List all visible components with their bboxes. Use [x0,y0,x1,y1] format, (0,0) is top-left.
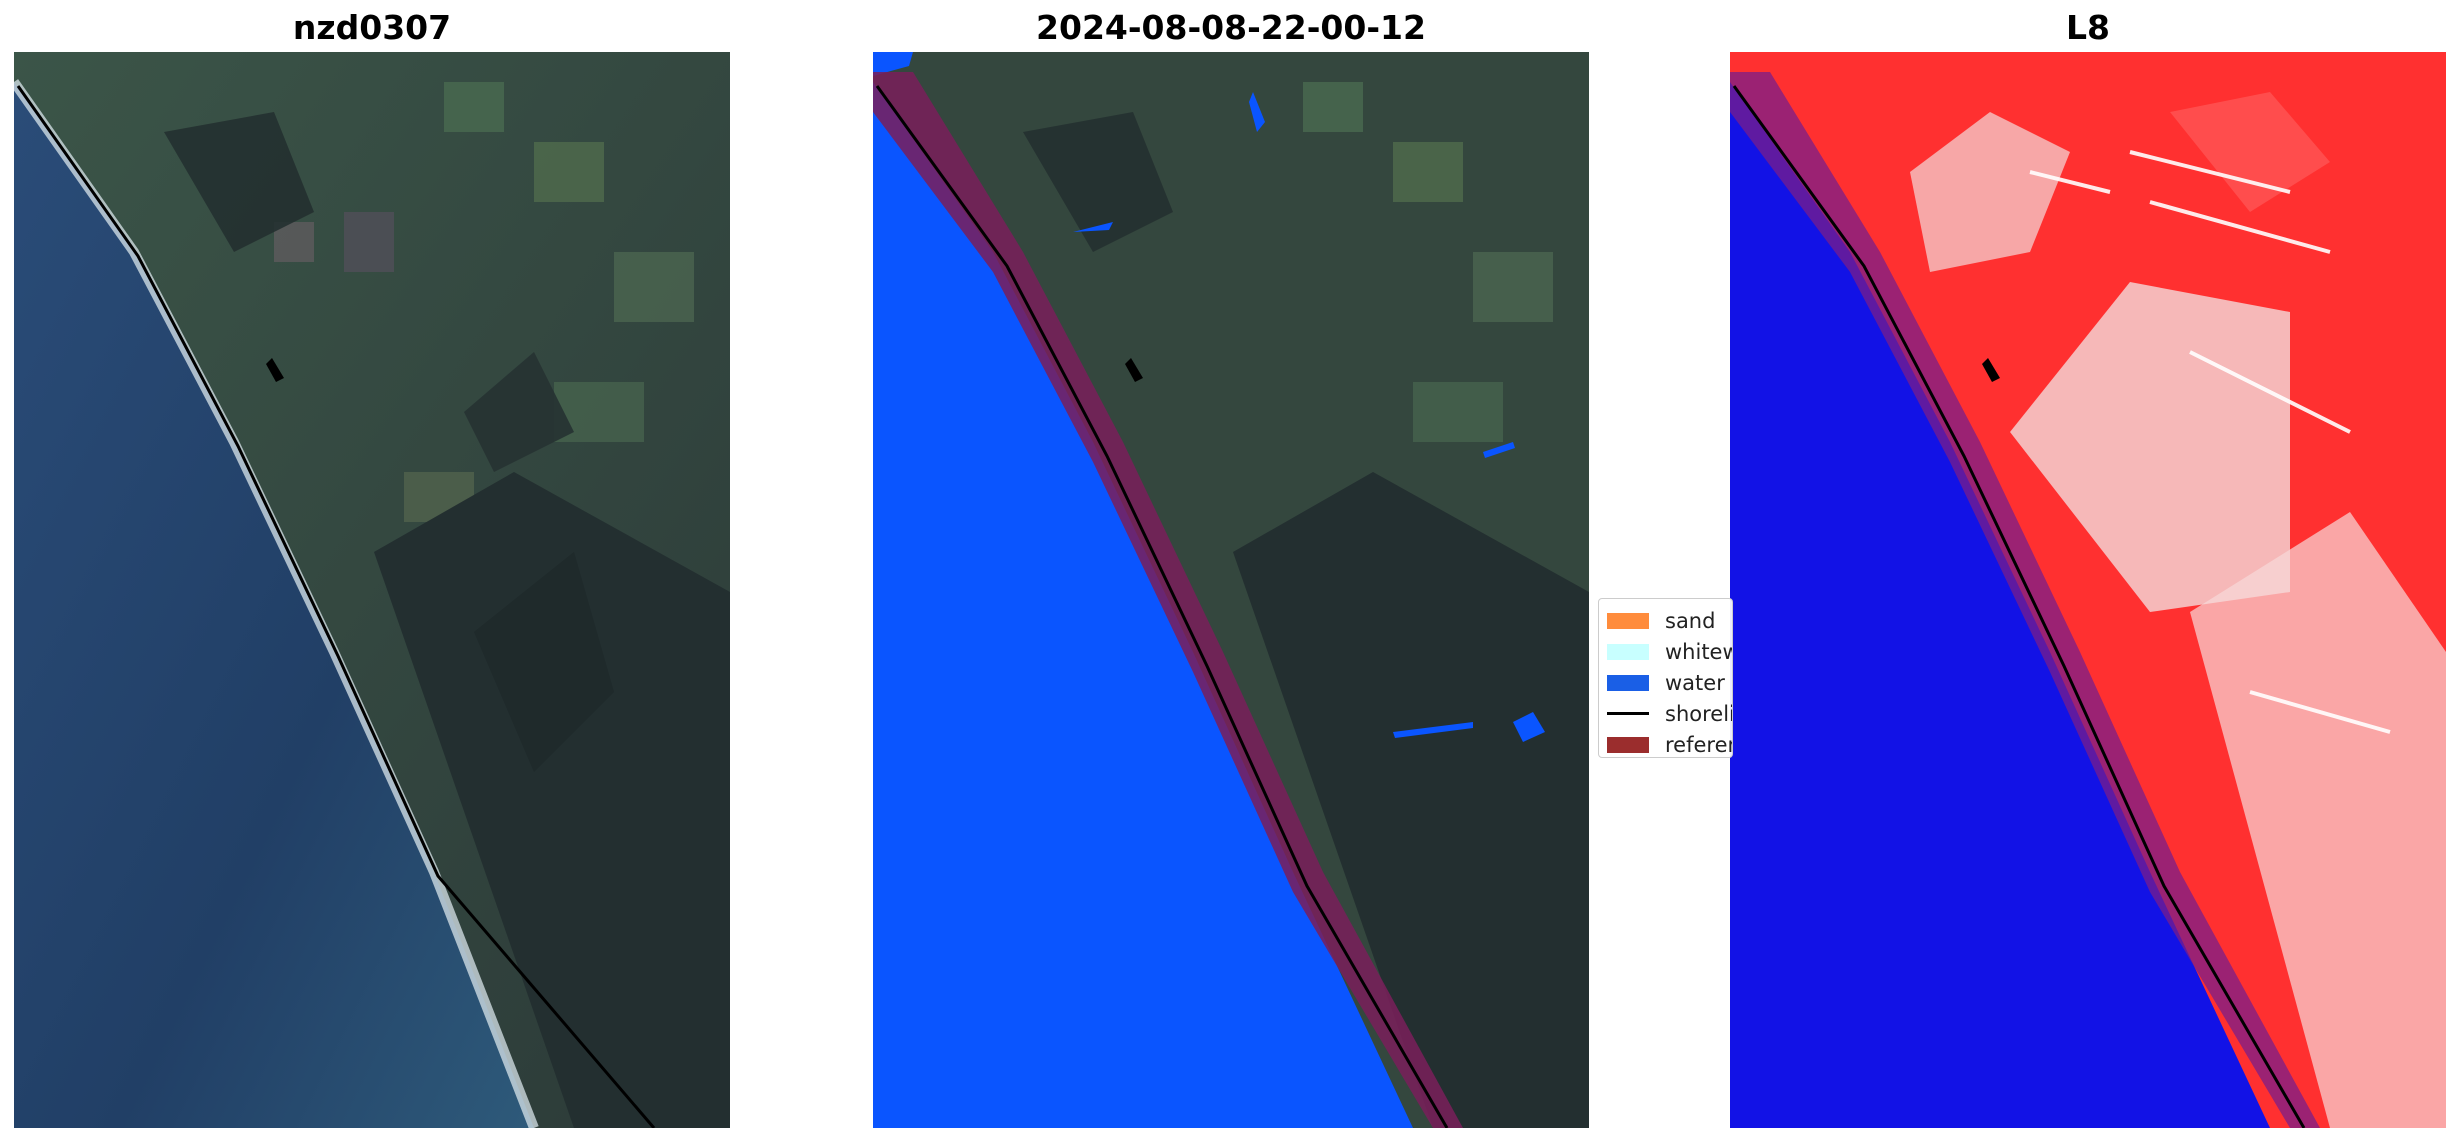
index-image [1730,52,2446,1128]
legend-swatch-water [1607,674,1649,691]
panel-title-rgb: nzd0307 [292,8,452,47]
index-water [1730,82,2270,1128]
shoreline-line [1732,85,2306,1128]
legend-swatch-whitewater [1607,643,1649,660]
classified-image [873,52,1589,1128]
legend-label-reference: reference shoreline buffer [1665,732,1732,757]
ocean-area [14,82,534,1128]
panel-title-index: L8 [2066,8,2110,47]
reference-buffer [873,72,1463,1128]
legend-item-water: water [1607,667,1732,698]
legend-swatch-sand [1607,612,1649,629]
reference-buffer [1730,72,2320,1128]
legend-item-shoreline: shoreline [1607,698,1732,729]
legend-label-shoreline: shoreline [1665,701,1732,726]
legend-item-reference: reference shoreline buffer [1607,729,1732,757]
legend-item-sand: sand [1607,605,1732,636]
index-image-svg [1730,52,2446,1128]
legend-swatch-reference [1607,736,1649,753]
shoreline-line [875,85,1449,1128]
legend-label-sand: sand [1665,608,1716,633]
classified-image-svg [873,52,1589,1128]
panel-title-classification: 2024-08-08-22-00-12 [1036,8,1426,47]
rgb-image-svg [14,52,730,1128]
water-class [873,82,1413,1128]
shoreline-line [16,85,656,1128]
rgb-satellite-image [14,52,730,1128]
legend-swatch-shoreline [1607,712,1649,715]
legend-label-water: water [1665,670,1725,695]
